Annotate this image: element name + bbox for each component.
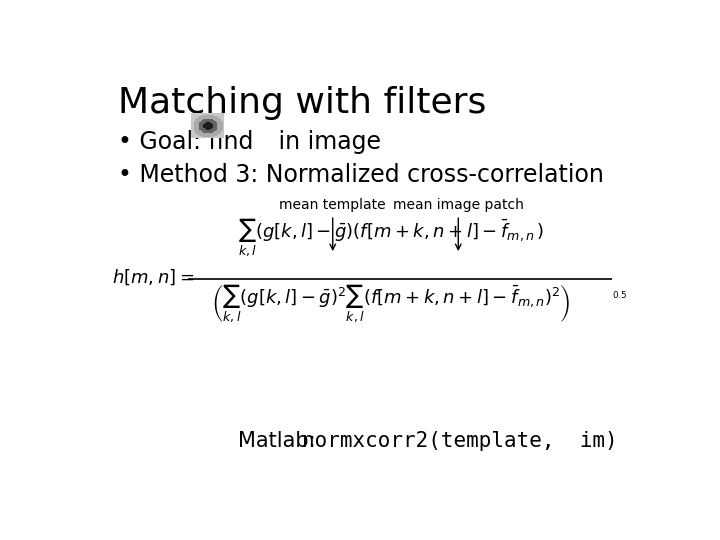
Text: Matching with filters: Matching with filters bbox=[118, 85, 486, 119]
Text: mean template: mean template bbox=[279, 198, 386, 249]
Text: • Goal: find: • Goal: find bbox=[118, 130, 261, 154]
Text: • Method 3: Normalized cross-correlation: • Method 3: Normalized cross-correlation bbox=[118, 163, 604, 187]
Text: $\left(\sum_{k,l}(g[k,l]-\bar{g})^2\sum_{k,l}(f[m+k,n+l]-\bar{f}_{m,n})^2\right): $\left(\sum_{k,l}(g[k,l]-\bar{g})^2\sum_… bbox=[212, 283, 571, 326]
Text: $^{0.5}$: $^{0.5}$ bbox=[612, 292, 627, 305]
Text: $\sum_{k,l}(g[k,l]-\bar{g})(f[m+k,n+l]-\bar{f}_{m,n}\,)$: $\sum_{k,l}(g[k,l]-\bar{g})(f[m+k,n+l]-\… bbox=[238, 217, 544, 258]
Text: $h[m,n]=$: $h[m,n]=$ bbox=[112, 267, 194, 287]
Text: mean image patch: mean image patch bbox=[393, 198, 523, 249]
Text: normxcorr2(template,  im): normxcorr2(template, im) bbox=[302, 431, 618, 451]
Text: in image: in image bbox=[271, 130, 382, 154]
Text: Matlab:: Matlab: bbox=[238, 431, 322, 451]
